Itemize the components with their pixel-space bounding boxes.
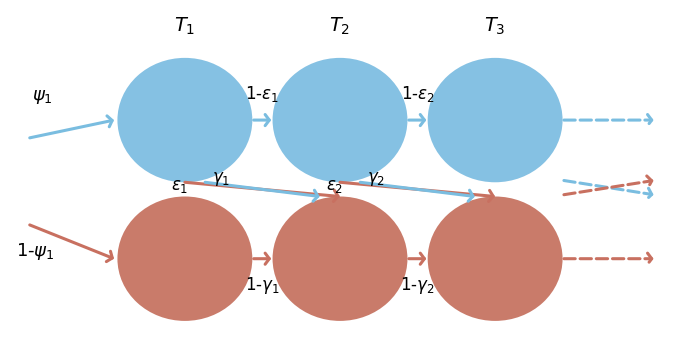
Text: $\mathit{T}_2$: $\mathit{T}_2$ <box>329 15 351 36</box>
Ellipse shape <box>118 58 252 182</box>
Ellipse shape <box>118 196 252 321</box>
Ellipse shape <box>273 196 407 321</box>
Text: $\psi_1$: $\psi_1$ <box>31 88 52 106</box>
Ellipse shape <box>273 58 407 182</box>
Text: $1\text{-}\psi_1$: $1\text{-}\psi_1$ <box>16 241 54 262</box>
Text: $\mathit{T}_3$: $\mathit{T}_3$ <box>484 15 506 36</box>
Text: $1\text{-}\gamma_2$: $1\text{-}\gamma_2$ <box>401 275 435 296</box>
Text: $1\text{-}\gamma_1$: $1\text{-}\gamma_1$ <box>245 275 280 296</box>
Text: $1\text{-}\varepsilon_1$: $1\text{-}\varepsilon_1$ <box>245 84 279 104</box>
Text: $\gamma_2$: $\gamma_2$ <box>367 170 385 188</box>
Ellipse shape <box>428 58 562 182</box>
Text: $\varepsilon_2$: $\varepsilon_2$ <box>326 177 343 195</box>
Text: $\gamma_1$: $\gamma_1$ <box>212 170 230 188</box>
Ellipse shape <box>428 196 562 321</box>
Text: $1\text{-}\varepsilon_2$: $1\text{-}\varepsilon_2$ <box>401 84 435 104</box>
Text: $\varepsilon_1$: $\varepsilon_1$ <box>171 177 188 195</box>
Text: $\mathit{T}_1$: $\mathit{T}_1$ <box>174 15 196 36</box>
